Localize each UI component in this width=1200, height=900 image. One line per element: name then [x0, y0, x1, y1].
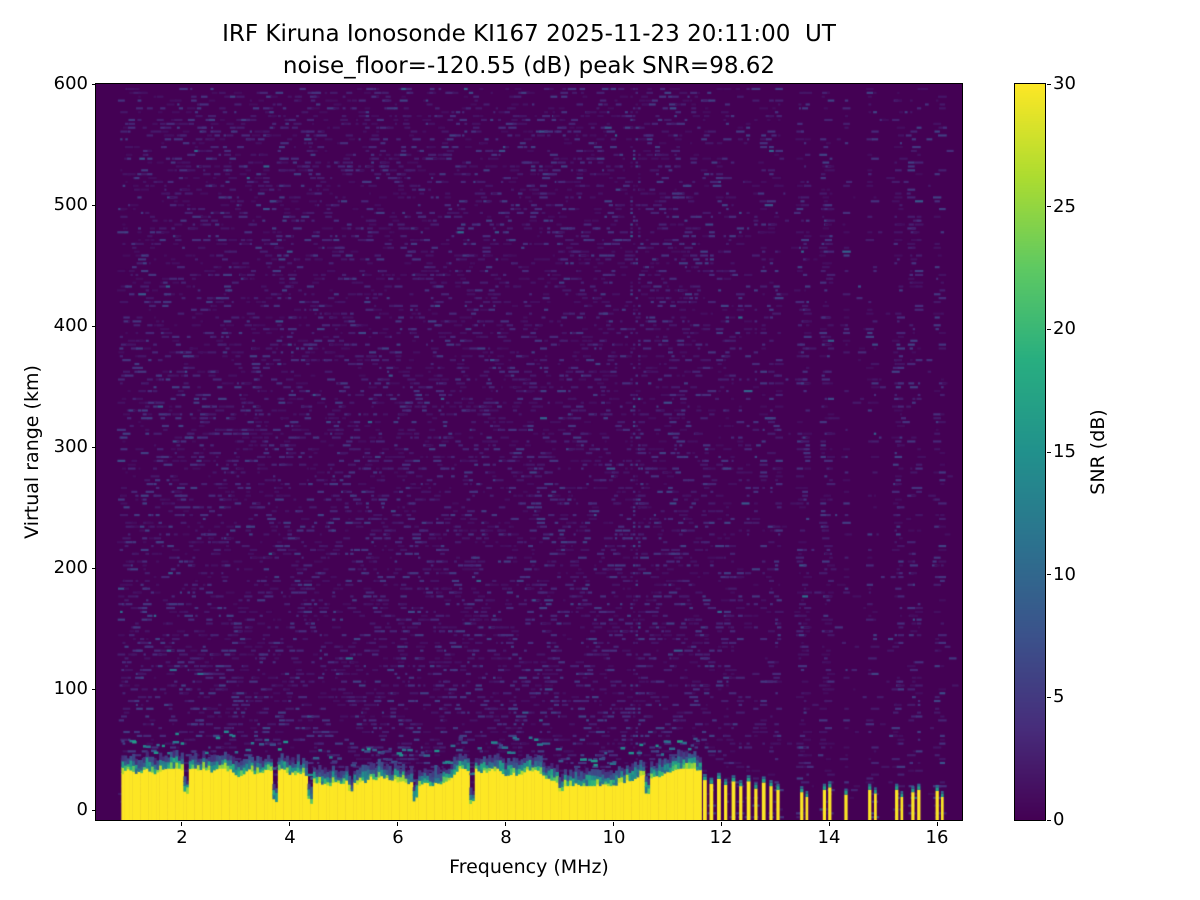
y-tick-label: 600 — [53, 73, 88, 94]
tick-mark — [91, 446, 96, 448]
ionogram-heatmap-canvas — [96, 84, 962, 820]
tick-mark — [1046, 206, 1051, 208]
tick-mark — [91, 688, 96, 690]
x-tick-label: 4 — [284, 827, 296, 848]
y-tick-label: 500 — [53, 194, 88, 215]
colorbar-canvas — [1015, 84, 1045, 820]
x-tick-label: 8 — [500, 827, 512, 848]
colorbar-tick-label: 20 — [1053, 318, 1076, 339]
tick-mark — [91, 809, 96, 811]
x-tick-label: 16 — [925, 827, 949, 848]
colorbar-tick-label: 10 — [1053, 564, 1076, 585]
tick-mark — [91, 567, 96, 569]
tick-mark — [720, 821, 722, 826]
y-axis-label: Virtual range (km) — [21, 365, 43, 539]
tick-mark — [181, 821, 183, 826]
tick-mark — [91, 204, 96, 206]
y-tick-label: 300 — [53, 436, 88, 457]
colorbar-frame — [1014, 83, 1046, 821]
x-tick-label: 14 — [817, 827, 841, 848]
tick-mark — [397, 821, 399, 826]
x-tick-label: 12 — [709, 827, 733, 848]
x-tick-label: 10 — [602, 827, 626, 848]
tick-mark — [289, 821, 291, 826]
colorbar-tick-label: 0 — [1053, 809, 1065, 830]
tick-mark — [91, 83, 96, 85]
chart-title: IRF Kiruna Ionosonde KI167 2025-11-23 20… — [222, 21, 836, 47]
y-tick-label: 400 — [53, 315, 88, 336]
tick-mark — [828, 821, 830, 826]
tick-mark — [936, 821, 938, 826]
y-tick-label: 100 — [53, 678, 88, 699]
x-tick-label: 6 — [392, 827, 404, 848]
y-tick-label: 0 — [76, 799, 88, 820]
colorbar-tick-label: 5 — [1053, 686, 1065, 707]
y-tick-label: 200 — [53, 557, 88, 578]
tick-mark — [91, 325, 96, 327]
tick-mark — [1046, 328, 1051, 330]
tick-mark — [1046, 451, 1051, 453]
tick-mark — [612, 821, 614, 826]
colorbar-tick-label: 30 — [1053, 73, 1076, 94]
colorbar-tick-label: 25 — [1053, 196, 1076, 217]
x-tick-label: 2 — [176, 827, 188, 848]
tick-mark — [1046, 83, 1051, 85]
chart-subtitle: noise_floor=-120.55 (dB) peak SNR=98.62 — [282, 53, 776, 79]
tick-mark — [1046, 819, 1051, 821]
tick-mark — [505, 821, 507, 826]
plot-area — [95, 83, 963, 821]
colorbar-label: SNR (dB) — [1087, 409, 1109, 495]
tick-mark — [1046, 696, 1051, 698]
colorbar-tick-label: 15 — [1053, 441, 1076, 462]
tick-mark — [1046, 574, 1051, 576]
x-axis-label: Frequency (MHz) — [449, 856, 609, 878]
